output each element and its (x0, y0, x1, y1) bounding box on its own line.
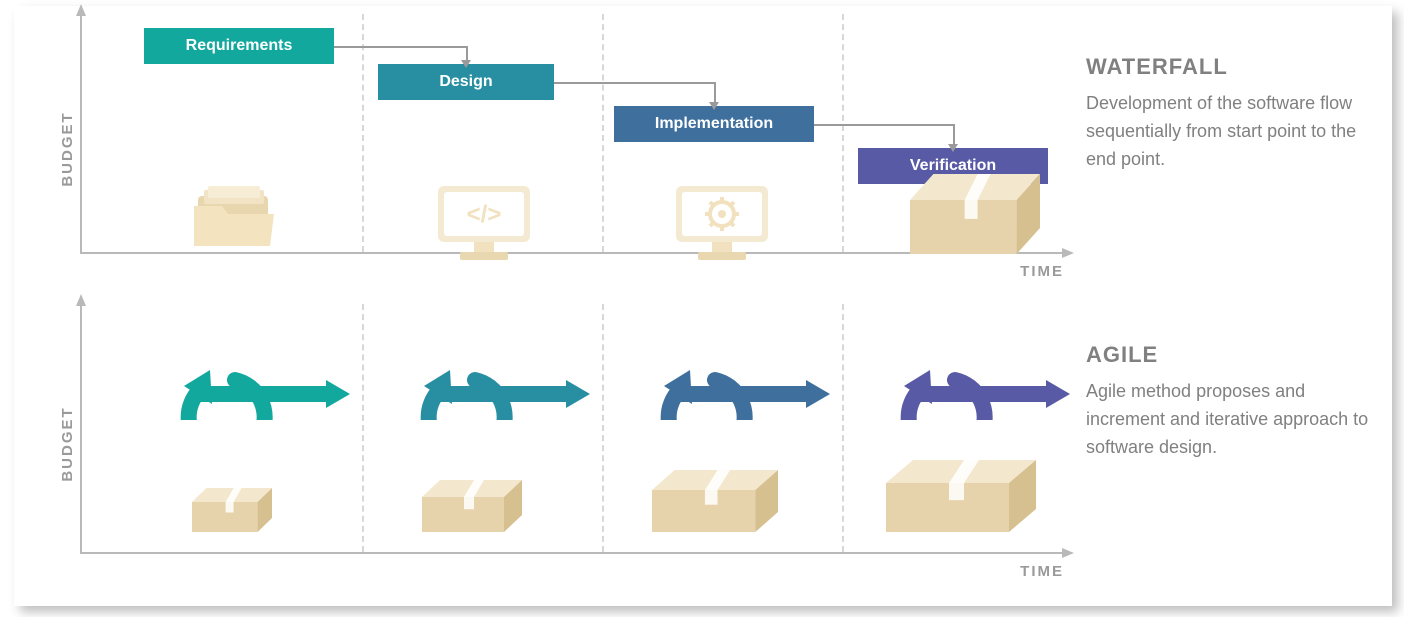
stage-label: Design (439, 73, 492, 91)
agile-axes (80, 304, 1064, 554)
box-icon (192, 488, 272, 532)
waterfall-title: WATERFALL (1086, 54, 1386, 80)
waterfall-panel: BUDGET Requirements Design Implementation V… (34, 14, 1064, 284)
waterfall-stage: Implementation (614, 106, 814, 142)
box-icon (910, 174, 1040, 254)
stage-label: Implementation (655, 115, 773, 133)
sprint-arrow-icon (620, 310, 820, 440)
agile-title: AGILE (1086, 342, 1386, 368)
grid-line (842, 304, 844, 552)
waterfall-stage: Requirements (144, 28, 334, 64)
sprint-arrow-icon (380, 310, 580, 440)
grid-line (362, 14, 364, 252)
folder-icon (192, 186, 312, 248)
x-axis-label: TIME (1020, 263, 1064, 280)
y-axis-label: BUDGET (59, 406, 76, 481)
grid-line (842, 14, 844, 252)
svg-text:</>: </> (467, 201, 502, 228)
waterfall-description: Development of the software flow sequent… (1086, 90, 1386, 174)
stage-label: Verification (910, 157, 996, 175)
sprint-arrow-icon (140, 310, 340, 440)
grid-line (602, 304, 604, 552)
grid-line (602, 14, 604, 252)
box-icon (652, 470, 778, 532)
monitor-gear-icon (672, 182, 792, 262)
x-axis-label: TIME (1020, 563, 1064, 580)
waterfall-stage: Design (378, 64, 554, 100)
stage-label: Requirements (186, 37, 293, 55)
box-icon (886, 460, 1036, 532)
box-icon (422, 480, 522, 532)
diagram-card: BUDGET Requirements Design Implementation V… (14, 6, 1392, 606)
monitor-code-icon: </> (434, 182, 554, 262)
y-axis-label: BUDGET (59, 111, 76, 186)
agile-text: AGILE Agile method proposes and incremen… (1086, 342, 1386, 462)
grid-line (362, 304, 364, 552)
agile-panel: BUDGET (34, 304, 1064, 584)
waterfall-axes: Requirements Design Implementation Verifica… (80, 14, 1064, 254)
sprint-arrow-icon (860, 310, 1060, 440)
waterfall-text: WATERFALL Development of the software fl… (1086, 54, 1386, 174)
agile-description: Agile method proposes and increment and … (1086, 378, 1386, 462)
